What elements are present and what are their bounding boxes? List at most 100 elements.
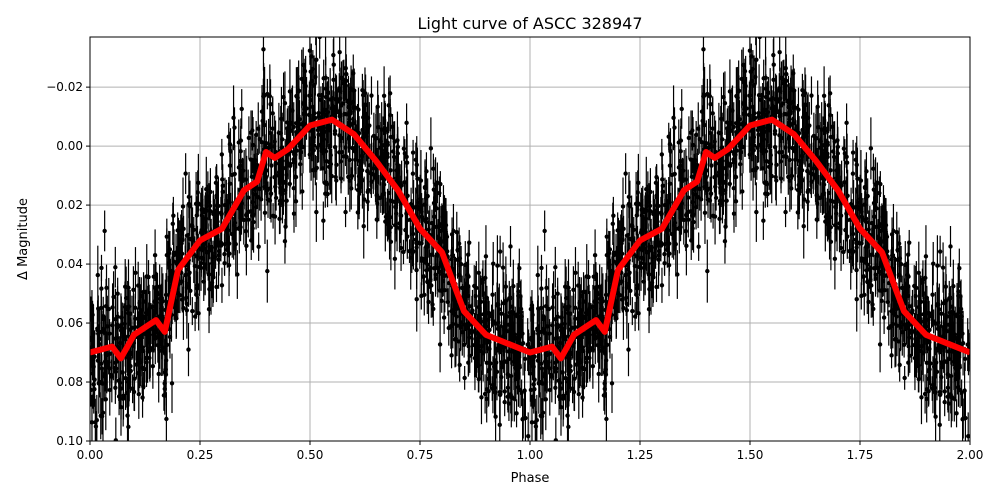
data-point	[188, 204, 192, 208]
data-point	[153, 331, 157, 335]
data-point	[417, 200, 421, 204]
data-point	[701, 92, 705, 96]
data-point	[474, 286, 478, 290]
data-point	[536, 331, 540, 335]
data-point	[96, 331, 100, 335]
data-point	[491, 261, 495, 265]
data-point	[487, 328, 491, 332]
data-point	[886, 300, 890, 304]
data-point	[667, 134, 671, 138]
data-point	[279, 117, 283, 121]
data-point	[477, 271, 481, 275]
data-point	[784, 83, 788, 87]
data-point	[639, 230, 643, 234]
data-point	[102, 229, 106, 233]
data-point	[749, 54, 753, 58]
data-point	[382, 94, 386, 98]
data-point	[163, 350, 167, 354]
data-point	[113, 265, 117, 269]
data-point	[140, 349, 144, 353]
data-point	[261, 92, 265, 96]
data-point	[508, 296, 512, 300]
data-point	[321, 219, 325, 223]
data-point	[593, 253, 597, 257]
data-point	[534, 424, 538, 428]
data-point	[659, 240, 663, 244]
data-point	[833, 257, 837, 261]
data-point	[96, 358, 100, 362]
data-point	[867, 267, 871, 271]
data-point	[467, 240, 471, 244]
data-point	[296, 89, 300, 93]
data-point	[536, 358, 540, 362]
data-point	[528, 371, 532, 375]
data-point	[94, 424, 98, 428]
data-point	[146, 275, 150, 279]
data-point	[309, 54, 313, 58]
data-point	[647, 307, 651, 311]
data-point	[498, 423, 502, 427]
data-point	[734, 94, 738, 98]
data-point	[660, 152, 664, 156]
data-point	[800, 88, 804, 92]
data-point	[576, 283, 580, 287]
data-point	[485, 387, 489, 391]
data-point	[956, 289, 960, 293]
data-point	[409, 256, 413, 260]
data-point	[636, 311, 640, 315]
data-point	[566, 425, 570, 429]
data-point	[931, 261, 935, 265]
data-point	[227, 134, 231, 138]
data-point	[418, 241, 422, 245]
data-point	[220, 283, 224, 287]
data-point	[628, 204, 632, 208]
data-point	[822, 94, 826, 98]
data-point	[197, 265, 201, 269]
data-point	[703, 211, 707, 215]
data-point	[830, 125, 834, 129]
data-point	[512, 332, 516, 336]
data-point	[595, 290, 599, 294]
data-point	[119, 315, 123, 319]
data-point	[270, 126, 274, 130]
data-point	[114, 438, 118, 442]
data-point	[754, 24, 758, 28]
data-point	[732, 186, 736, 190]
data-point	[349, 86, 353, 90]
data-point	[651, 275, 655, 279]
data-point	[446, 300, 450, 304]
data-point	[924, 254, 928, 258]
data-point	[512, 359, 516, 363]
data-point	[328, 97, 332, 101]
data-point	[855, 163, 859, 167]
data-point	[175, 228, 179, 232]
data-point	[393, 205, 397, 209]
data-point	[723, 239, 727, 243]
data-point	[126, 380, 130, 384]
data-point	[411, 249, 415, 253]
data-point	[895, 230, 899, 234]
data-point	[495, 263, 499, 267]
data-point	[333, 97, 337, 101]
data-point	[153, 253, 157, 257]
data-point	[460, 286, 464, 290]
data-point	[604, 417, 608, 421]
data-point	[501, 265, 505, 269]
data-point	[403, 151, 407, 155]
data-point	[802, 197, 806, 201]
data-point	[233, 221, 237, 225]
data-point	[507, 401, 511, 405]
data-point	[366, 188, 370, 192]
data-point	[99, 266, 103, 270]
data-point	[933, 415, 937, 419]
data-point	[630, 309, 634, 313]
data-point	[294, 94, 298, 98]
data-point	[709, 192, 713, 196]
data-point	[444, 230, 448, 234]
data-point	[386, 215, 390, 219]
data-point	[211, 275, 215, 279]
data-point	[719, 165, 723, 169]
data-point	[115, 292, 119, 296]
data-point	[98, 463, 102, 467]
data-point	[938, 423, 942, 427]
